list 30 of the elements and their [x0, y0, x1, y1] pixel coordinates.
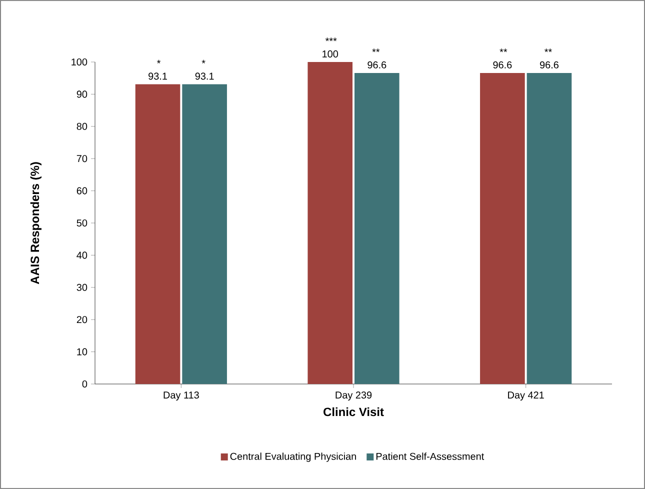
y-tick-label: 0 [82, 380, 88, 388]
y-tick-label: 100 [72, 58, 88, 66]
x-tick-label: Day 113 [164, 392, 199, 401]
data-label: 96.6 [368, 61, 386, 68]
y-tick-label: 30 [76, 284, 88, 291]
y-tick-label: 80 [76, 122, 88, 130]
y-tick-label: 70 [76, 155, 88, 162]
annotation: * [202, 60, 206, 64]
annotation: *** [325, 38, 337, 42]
x-tick-label: Day 239 [336, 392, 372, 401]
annotation: * [156, 60, 161, 64]
x-tick-label: Day 421 [508, 392, 544, 401]
data-label: 93.1 [148, 72, 167, 80]
y-tick-label: 20 [76, 316, 88, 324]
y-tick-label: 40 [76, 252, 88, 259]
data-label: 100 [322, 50, 338, 58]
y-tick-label: 60 [76, 187, 88, 194]
legend-label: Patient Self-Assessment [376, 452, 484, 460]
x-axis-title: Clinic Visit [324, 407, 384, 416]
annotation: ** [500, 48, 508, 52]
data-label: 96.6 [540, 61, 558, 68]
annotation: ** [372, 48, 380, 52]
data-label: 96.6 [493, 61, 512, 68]
y-tick-label: 10 [77, 348, 88, 356]
y-tick-label: 90 [76, 90, 88, 98]
y-tick-label: 50 [76, 219, 88, 227]
data-label: 93.1 [195, 72, 214, 80]
legend-label: Central Evaluating Physician [230, 452, 356, 462]
annotation: ** [544, 48, 552, 52]
y-axis-title: AAIS Responders (%) [30, 162, 42, 284]
